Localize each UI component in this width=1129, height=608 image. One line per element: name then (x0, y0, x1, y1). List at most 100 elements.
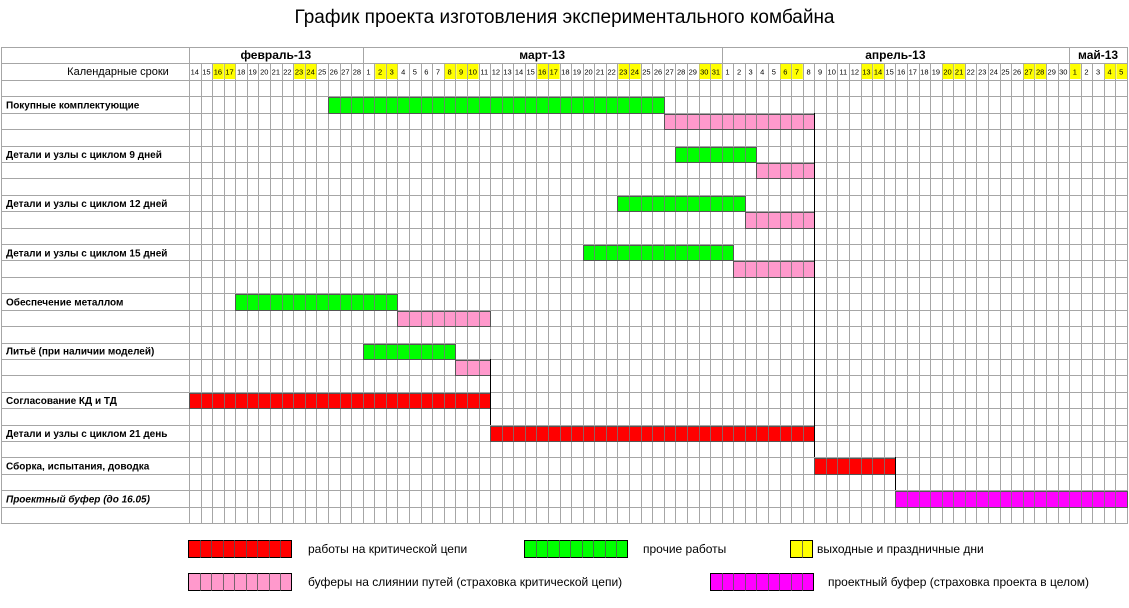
bar-body (745, 212, 815, 229)
day-label: 25 (642, 68, 650, 77)
day-label: 21 (272, 68, 280, 77)
legend-label: прочие работы (643, 542, 727, 556)
day-label: 1 (366, 68, 370, 77)
day-label: 18 (237, 68, 245, 77)
holiday-cell (630, 64, 641, 79)
day-label: 24 (306, 68, 314, 77)
day-label: 13 (862, 68, 870, 77)
legend-swatch (524, 540, 628, 558)
task-bar (583, 245, 734, 261)
holiday-cell (224, 64, 236, 79)
row-label: Литьё (при наличии моделей) (6, 347, 154, 358)
day-label: 19 (249, 68, 257, 77)
bar-body (455, 360, 491, 376)
holiday-cell (456, 64, 467, 79)
legend-swatch (710, 573, 814, 591)
critical-task-bar (189, 393, 491, 409)
feeding-buffer-bar (397, 311, 491, 327)
legend-label: выходные и праздничные дни (817, 542, 984, 556)
task-bar (675, 147, 757, 163)
holiday-cell (954, 64, 965, 79)
day-label: 18 (561, 68, 569, 77)
bar-body (617, 196, 746, 212)
day-label: 14 (874, 68, 882, 77)
day-label: 20 (260, 68, 268, 77)
day-label: 26 (330, 68, 338, 77)
critical-task-bar (490, 426, 815, 442)
holiday-cell (942, 64, 954, 79)
day-label: 27 (665, 68, 673, 77)
holiday-cell (386, 64, 398, 79)
day-label: 16 (538, 68, 546, 77)
day-label: 5 (413, 68, 417, 77)
day-label: 7 (795, 68, 799, 77)
day-label: 1 (1073, 68, 1077, 77)
day-label: 29 (1048, 68, 1056, 77)
row-label: Детали и узлы с циклом 15 дней (6, 248, 167, 259)
holiday-cell (1116, 64, 1127, 79)
day-label: 28 (353, 68, 361, 77)
day-label: 23 (619, 68, 627, 77)
day-label: 17 (225, 68, 233, 77)
holiday-cell (699, 64, 711, 79)
day-label: 2 (737, 68, 741, 77)
feeding-buffer-bar (745, 212, 815, 229)
day-label: 5 (1119, 68, 1123, 77)
day-label: 11 (480, 68, 488, 77)
task-bar (235, 294, 398, 311)
holiday-cell (375, 64, 386, 79)
day-label: 16 (214, 68, 222, 77)
holiday-cell (1104, 64, 1116, 79)
holiday-cell (444, 64, 456, 79)
day-label: 31 (712, 68, 720, 77)
day-label: 4 (760, 68, 764, 77)
day-label: 20 (584, 68, 592, 77)
day-label: 29 (689, 68, 697, 77)
day-label: 23 (295, 68, 303, 77)
day-label: 13 (503, 68, 511, 77)
day-label: 28 (677, 68, 685, 77)
day-label: 4 (1108, 68, 1112, 77)
day-label: 17 (909, 68, 917, 77)
bar-body (583, 245, 734, 261)
row-label: Детали и узлы с циклом 12 дней (6, 199, 167, 210)
row-label: Детали и узлы с циклом 21 день (6, 429, 167, 440)
day-label: 22 (283, 68, 291, 77)
feeding-buffer-bar (756, 163, 815, 179)
holiday-cell (294, 64, 305, 79)
feeding-buffer-bar (733, 261, 815, 278)
legend-swatch (188, 573, 292, 591)
holiday-cell (780, 64, 792, 79)
holiday-cell (1035, 64, 1046, 79)
holiday-cell (548, 64, 560, 79)
holiday-cell (1023, 64, 1035, 79)
row-label: Проектный буфер (до 16.05) (6, 493, 151, 505)
day-label: 1 (725, 68, 729, 77)
day-label: 21 (955, 68, 963, 77)
holiday-cell (711, 64, 722, 79)
day-label: 12 (851, 68, 859, 77)
day-label: 8 (806, 68, 810, 77)
day-label: 5 (772, 68, 776, 77)
day-label: 15 (202, 68, 210, 77)
row-label: Согласование КД и ТД (6, 396, 117, 407)
day-label: 21 (596, 68, 604, 77)
grid (1, 47, 1128, 524)
row-label: Детали и узлы с циклом 9 дней (6, 150, 162, 161)
day-label: 15 (526, 68, 534, 77)
calendar-header-label: Календарные сроки (67, 66, 169, 78)
row-label: Покупные комплектующие (6, 101, 140, 112)
critical-task-bar (814, 458, 896, 475)
project-buffer-bar (895, 491, 1128, 508)
day-label: 12 (492, 68, 500, 77)
bar-body (397, 311, 491, 327)
day-label: 6 (424, 68, 428, 77)
day-label: 26 (1013, 68, 1021, 77)
feeding-buffer-bar (455, 360, 491, 376)
day-label: 19 (932, 68, 940, 77)
day-label: 18 (920, 68, 928, 77)
month-label: апрель-13 (865, 48, 926, 62)
grid-border (1, 47, 1128, 524)
legend-label: буферы на слиянии путей (страховка крити… (308, 575, 623, 589)
day-label: 2 (1084, 68, 1088, 77)
